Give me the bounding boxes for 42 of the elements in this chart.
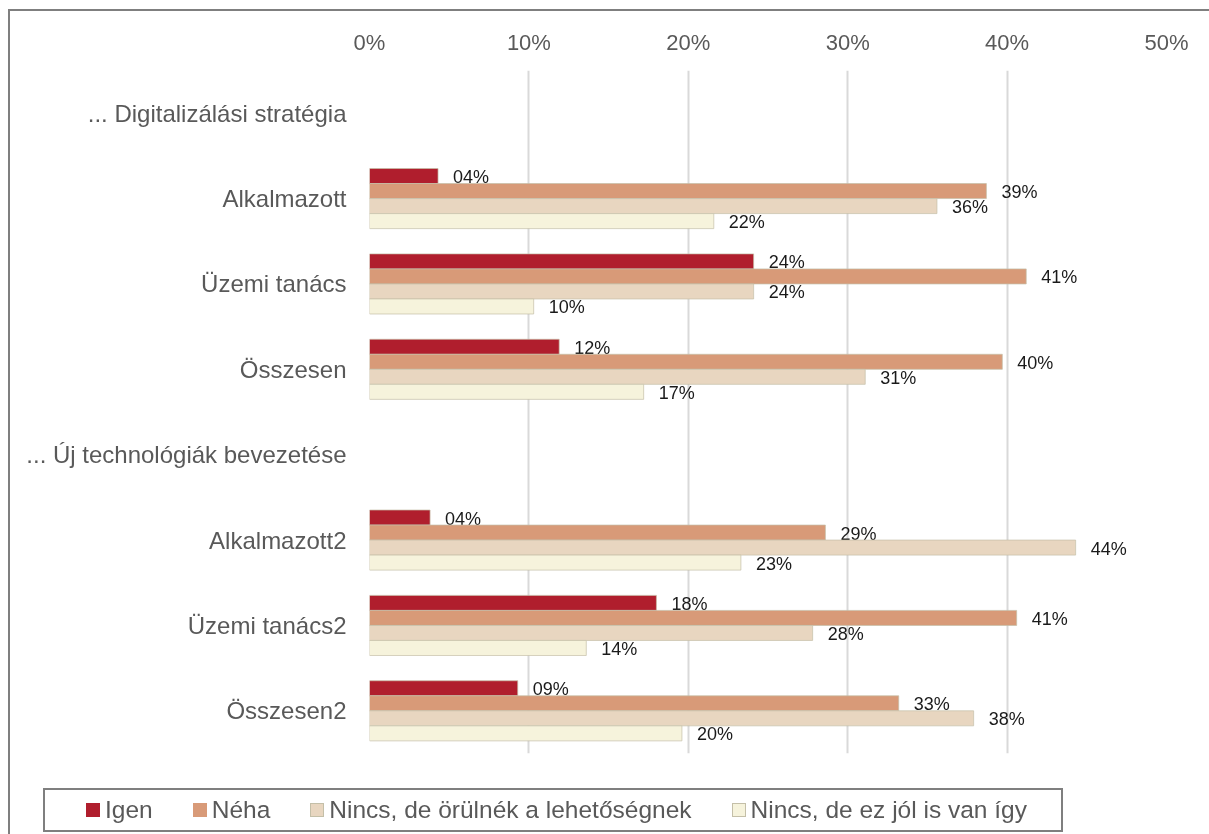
legend-label: Igen: [105, 796, 153, 824]
x-tick-label: 20%: [666, 29, 711, 55]
y-tick-label: Üzemi tanács2: [187, 611, 347, 639]
data-label: 40%: [1017, 352, 1054, 373]
y-tick-label: Összesen: [239, 355, 347, 383]
x-tick-label: 50%: [1144, 29, 1189, 55]
data-label: 41%: [1041, 267, 1078, 288]
data-label: 22%: [728, 212, 765, 233]
x-tick-label: 0%: [353, 29, 386, 55]
data-label: 33%: [913, 694, 950, 715]
data-label: 04%: [453, 167, 490, 188]
data-label: 04%: [445, 508, 482, 529]
data-label: 36%: [951, 197, 988, 218]
x-tick-label: 10%: [506, 29, 551, 55]
data-label: 39%: [1001, 182, 1038, 203]
data-label: 23%: [755, 553, 792, 574]
data-label: 28%: [827, 623, 864, 644]
x-tick-label: 30%: [825, 29, 870, 55]
data-label: 18%: [671, 593, 708, 614]
data-label: 24%: [768, 282, 805, 303]
legend-label: Néha: [211, 796, 271, 824]
data-label: 29%: [840, 523, 877, 544]
data-label: 31%: [880, 367, 917, 388]
legend-label: Nincs, de ez jól is van így: [750, 796, 1027, 824]
data-label: 24%: [768, 252, 805, 273]
x-tick-label: 40%: [985, 29, 1030, 55]
data-label: 09%: [532, 679, 569, 700]
data-label: 20%: [696, 724, 733, 745]
data-label: 41%: [1031, 608, 1068, 629]
data-label: 14%: [601, 638, 638, 659]
y-tick-label: Összesen2: [226, 697, 347, 725]
y-tick-label: Alkalmazott: [222, 185, 347, 213]
y-tick-label: Üzemi tanács: [201, 270, 347, 298]
data-label: 44%: [1090, 538, 1127, 559]
legend-label: Nincs, de örülnék a lehetőségnek: [329, 796, 692, 824]
y-tick-label: ... Új technológiák bevezetése: [26, 441, 347, 469]
data-label: 10%: [548, 297, 585, 318]
y-tick-label: Alkalmazott2: [209, 526, 347, 554]
data-label: 17%: [658, 382, 695, 403]
data-label: 38%: [988, 709, 1025, 730]
y-tick-label: ... Digitalizálási stratégia: [87, 99, 348, 127]
data-label: 12%: [574, 337, 611, 358]
